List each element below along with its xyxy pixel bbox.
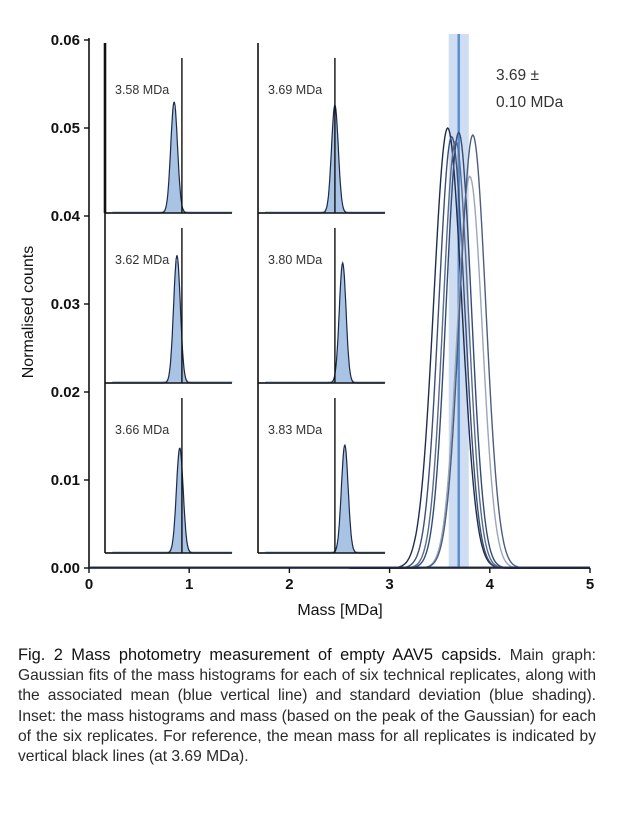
inset-histogram-4: [258, 266, 386, 384]
y-tick-label: 0.02: [51, 384, 80, 401]
inset-panel-5: 3.66 MDa: [104, 383, 233, 554]
inset-fit-6: [258, 443, 385, 554]
x-tick-label: 2: [285, 576, 293, 593]
y-tick-label: 0.06: [51, 32, 80, 49]
inset-mass-label-3: 3.62 MDa: [115, 253, 169, 267]
inset-mass-label-5: 3.66 MDa: [115, 423, 169, 437]
inset-histogram-3: [105, 260, 233, 384]
inset-mass-label-1: 3.58 MDa: [115, 83, 169, 97]
y-tick-label: 0.04: [51, 208, 81, 225]
mass-photometry-figure: 0.00 0.01 0.02 0.03 0.04 0.05 0.06 0 1 2 3 4 5 3.58 …: [20, 32, 594, 619]
inset-panel-2: 3.69 MDa: [257, 43, 386, 214]
inset-panel-1: 3.58 MDa: [103, 43, 233, 214]
std-annotation: 0.10 MDa: [496, 94, 564, 111]
inset-mass-label-6: 3.83 MDa: [268, 423, 322, 437]
inset-fit-3: [105, 255, 232, 384]
y-axis-label: Normalised counts: [20, 246, 37, 379]
x-tick-label: 3: [385, 576, 393, 593]
inset-histograms: 3.58 MDa 3.69 MDa 3.62 MDa 3.80 MDa 3.66 MDa…: [103, 43, 386, 554]
y-tick-label: 0.05: [51, 120, 80, 137]
inset-histogram-5: [105, 450, 233, 554]
y-tick-label: 0.01: [51, 472, 80, 489]
inset-histogram-1: [105, 106, 233, 214]
inset-histogram-6: [258, 448, 386, 554]
x-tick-label: 4: [486, 576, 495, 593]
inset-fit-4: [258, 261, 385, 384]
x-tick-label: 1: [185, 576, 193, 593]
x-tick-label: 0: [85, 576, 93, 593]
caption-body: Main graph: Gaussian fits of the mass hi…: [18, 647, 596, 766]
inset-fit-5: [105, 447, 232, 554]
gaussian-curve-5: [349, 139, 590, 569]
x-axis-label: Mass [MDa]: [297, 602, 382, 619]
inset-mass-label-2: 3.69 MDa: [268, 83, 322, 97]
y-tick-label: 0.03: [51, 296, 80, 313]
gaussian-curve-4: [349, 175, 590, 569]
main-plot: 0.00 0.01 0.02 0.03 0.04 0.05 0.06 0 1 2 3 4 5: [51, 32, 594, 593]
inset-mass-label-4: 3.80 MDa: [268, 253, 322, 267]
x-tick-label: 5: [586, 576, 594, 593]
figure-caption: Fig. 2 Mass photometry measurement of em…: [18, 645, 596, 767]
inset-panel-4: 3.80 MDa: [257, 213, 386, 384]
inset-panel-6: 3.83 MDa: [257, 383, 386, 554]
inset-panel-3: 3.62 MDa: [104, 213, 233, 384]
inset-fit-2: [258, 103, 385, 214]
y-tick-label: 0.00: [51, 560, 80, 577]
mean-mass-annotation: 3.69 ±: [496, 67, 539, 84]
caption-title: Fig. 2 Mass photometry measurement of em…: [18, 646, 502, 664]
inset-histogram-2: [258, 111, 386, 214]
